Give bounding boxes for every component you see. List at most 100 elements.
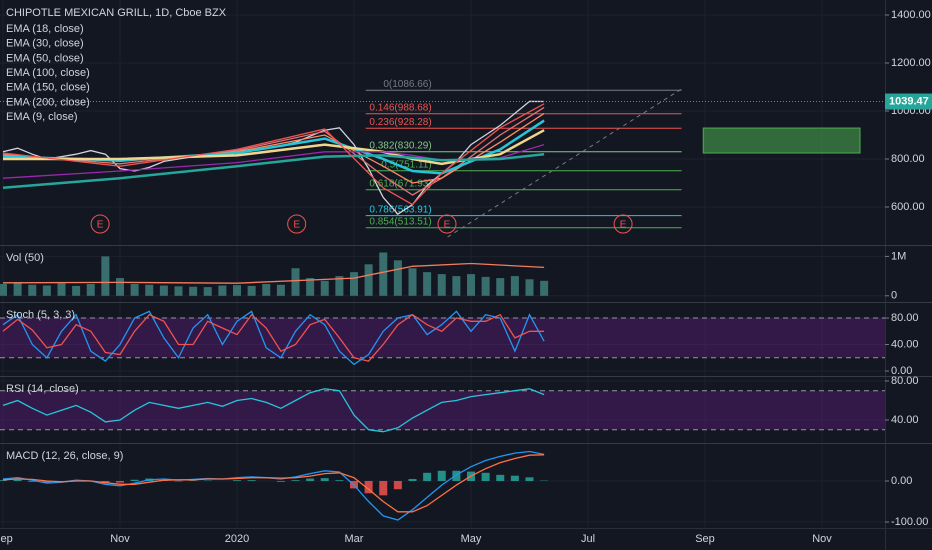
y-tick-label: 40.00 xyxy=(891,338,919,350)
series-line xyxy=(2,454,545,513)
bar xyxy=(116,481,125,483)
bar xyxy=(437,470,446,482)
bar xyxy=(393,260,402,296)
band xyxy=(0,390,885,430)
zone xyxy=(702,127,861,154)
event-marker xyxy=(90,214,110,234)
fib-label: 0.618(671.93) xyxy=(369,178,431,189)
bar xyxy=(101,256,110,296)
series-line xyxy=(2,262,545,284)
bar xyxy=(218,285,227,296)
y-tick-label: 1M xyxy=(891,250,906,262)
series-line xyxy=(2,152,545,190)
bar xyxy=(335,480,344,482)
event-marker xyxy=(613,214,633,234)
pane-title: CHIPOTLE MEXICAN GRILL, 1D, Cboe BZX xyxy=(6,7,227,19)
bar xyxy=(42,285,51,296)
x-tick-label: Nov xyxy=(110,533,130,545)
bar xyxy=(423,472,432,482)
bar xyxy=(291,480,300,482)
series-line xyxy=(2,313,545,362)
legend-entry: EMA (50, close) xyxy=(6,52,84,64)
bar xyxy=(13,479,22,482)
bar xyxy=(0,283,8,296)
bar xyxy=(13,282,22,296)
bar xyxy=(452,276,461,296)
event-marker xyxy=(287,214,307,234)
series-line xyxy=(2,106,545,196)
fib-label: 0.146(988.68) xyxy=(369,102,431,113)
legend-entry: EMA (150, close) xyxy=(6,82,90,94)
y-tick-label: 1200.00 xyxy=(891,57,931,69)
legend-entry: EMA (9, close) xyxy=(6,111,78,123)
bar xyxy=(306,278,315,296)
bar xyxy=(423,272,432,296)
event-marker xyxy=(437,214,457,234)
legend-entry: EMA (200, close) xyxy=(6,96,90,108)
y-tick-label: 1400.00 xyxy=(891,9,931,21)
last-price-label: 1039.47 xyxy=(889,95,929,107)
bar xyxy=(116,278,125,296)
bar xyxy=(349,272,358,296)
y-tick-label: 0 xyxy=(891,290,897,302)
bar xyxy=(276,284,285,296)
bar xyxy=(540,280,549,296)
bar xyxy=(510,276,519,296)
bar xyxy=(379,252,388,296)
bar xyxy=(0,480,8,482)
bar xyxy=(130,479,139,482)
bar xyxy=(510,475,519,482)
bar xyxy=(320,478,329,482)
bar xyxy=(379,481,388,496)
bar xyxy=(72,285,81,296)
bar xyxy=(28,481,37,482)
bar xyxy=(42,481,51,484)
pane-title: RSI (14, close) xyxy=(6,383,79,395)
series-line xyxy=(2,310,545,366)
bar xyxy=(408,478,417,482)
legend-entry: EMA (18, close) xyxy=(6,23,84,35)
bar xyxy=(393,481,402,490)
series-line xyxy=(2,103,545,206)
bar xyxy=(496,474,505,482)
event-label: E xyxy=(620,220,627,231)
x-tick-label: Jul xyxy=(581,533,595,545)
bar xyxy=(101,481,110,483)
bar xyxy=(28,284,37,296)
event-label: E xyxy=(293,220,300,231)
bar xyxy=(159,285,168,296)
bar xyxy=(481,276,490,296)
legend-entry: EMA (30, close) xyxy=(6,38,84,50)
x-tick-label: Mar xyxy=(345,533,364,545)
series-line xyxy=(2,388,545,433)
trend-line xyxy=(447,88,682,238)
bar xyxy=(320,280,329,296)
y-tick-label: 600.00 xyxy=(891,201,925,213)
bar xyxy=(57,283,66,296)
bar xyxy=(437,274,446,296)
legend-entry: EMA (100, close) xyxy=(6,67,90,79)
bar xyxy=(306,478,315,482)
y-tick-label: -100.00 xyxy=(891,516,928,528)
bar xyxy=(364,481,373,494)
bar xyxy=(232,480,241,482)
bar xyxy=(466,274,475,296)
y-tick-label: 80.00 xyxy=(891,375,919,387)
bar xyxy=(262,283,271,296)
bar xyxy=(525,279,534,296)
bar xyxy=(481,472,490,482)
fib-label: 0.382(830.29) xyxy=(369,140,431,151)
bar xyxy=(291,268,300,296)
last-price-box xyxy=(885,93,932,110)
fib-label: 0.854(513.51) xyxy=(369,216,431,227)
x-tick-label: 2020 xyxy=(225,533,249,545)
bar xyxy=(189,286,198,296)
fib-label: 0.786(563.91) xyxy=(369,204,431,215)
x-tick-label: Sep xyxy=(695,533,715,545)
bar xyxy=(145,284,154,296)
y-tick-label: 800.00 xyxy=(891,153,925,165)
x-tick-label: May xyxy=(461,533,482,545)
bar xyxy=(86,283,95,296)
